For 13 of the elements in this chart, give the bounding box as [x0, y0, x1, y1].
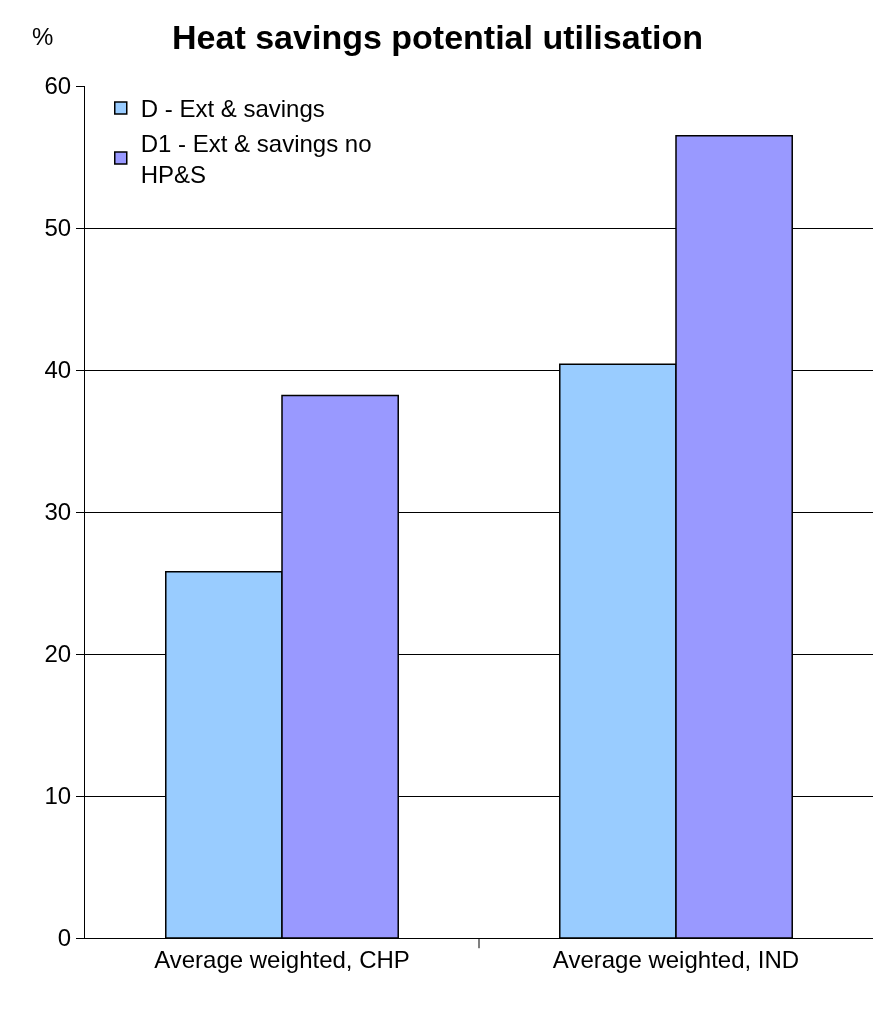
y-tick-label: 30: [44, 498, 72, 526]
x-tick-label: Average weighted, CHP: [154, 945, 410, 973]
legend-label: D - Ext & savings: [140, 95, 325, 123]
y-tick-label: 10: [44, 782, 72, 810]
y-tick-label: 0: [57, 924, 72, 952]
x-tick-label: Average weighted, IND: [552, 945, 800, 973]
y-tick-label: 40: [44, 356, 72, 384]
y-tick-label: 60: [44, 72, 72, 100]
y-tick-label: 20: [44, 640, 72, 668]
y-axis-title: %: [32, 23, 54, 50]
legend-label: D1 - Ext & savings no HP&S: [140, 129, 372, 188]
chart-title: Heat savings potential utilisation: [172, 18, 703, 57]
y-tick-label: 50: [44, 214, 72, 242]
